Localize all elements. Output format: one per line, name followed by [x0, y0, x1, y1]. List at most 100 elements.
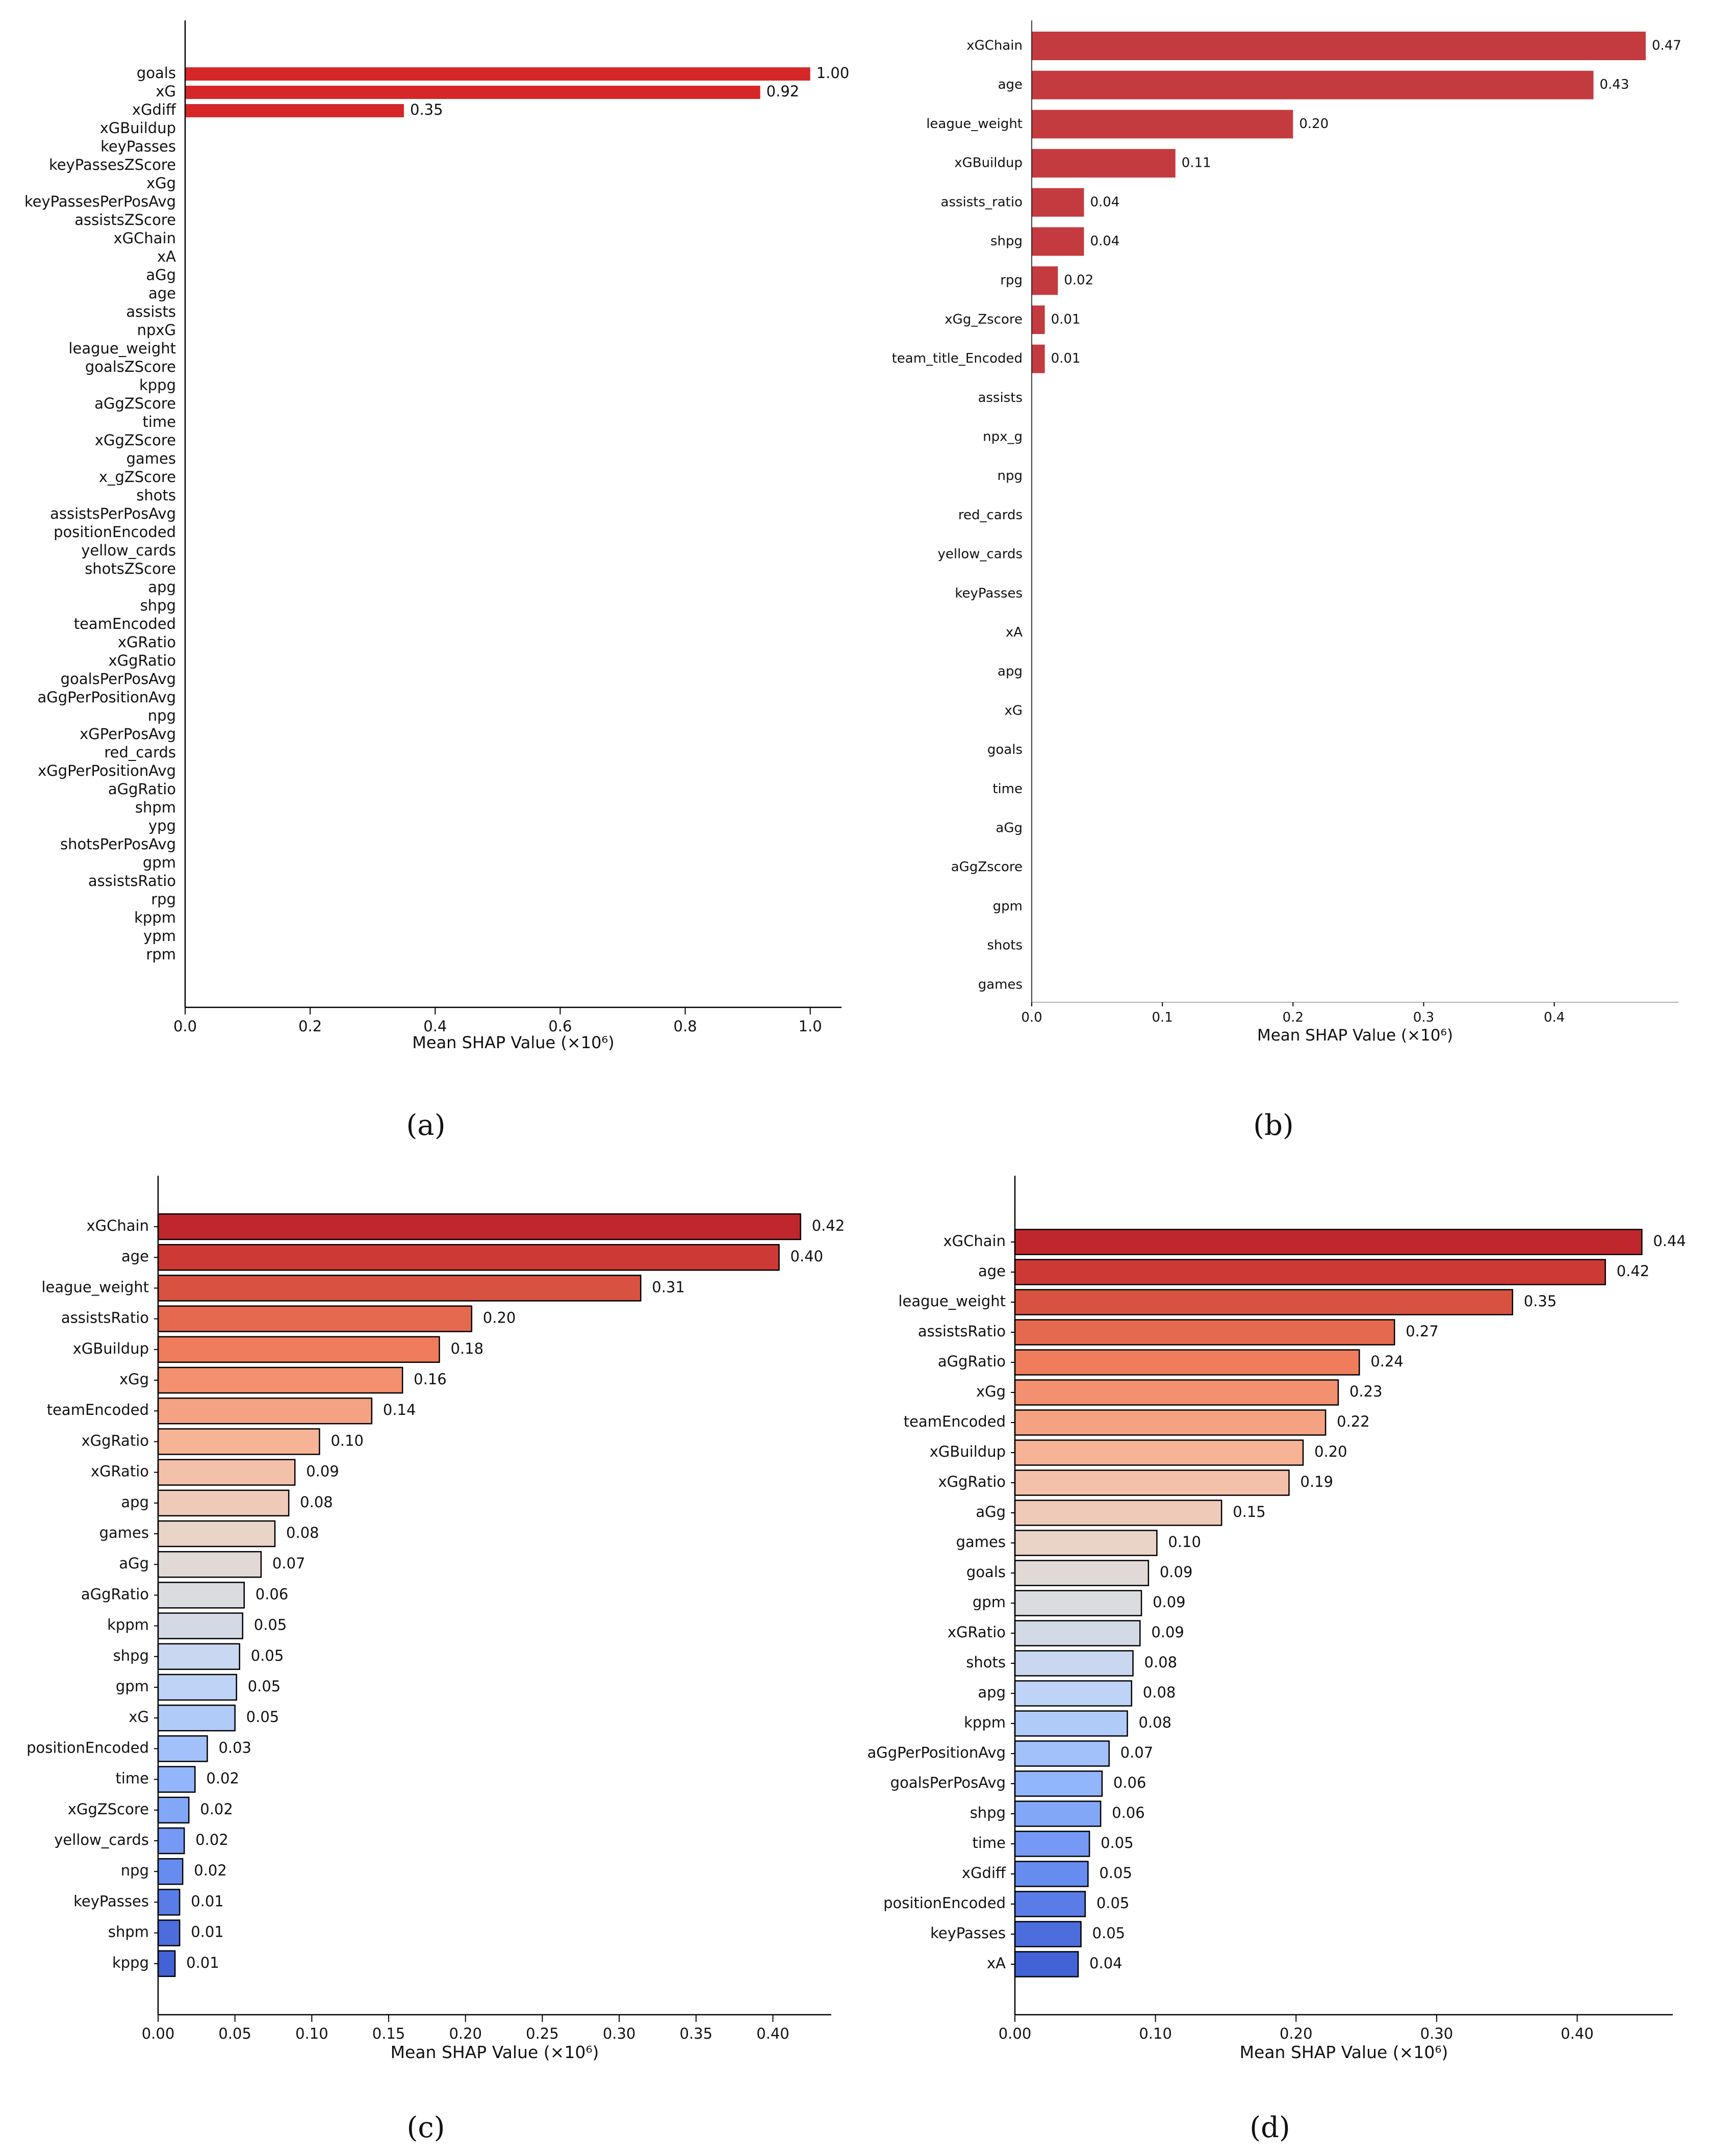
x-tick-label: 0.25	[526, 2025, 559, 2042]
category-label: ypg	[148, 817, 176, 834]
bar-shpg	[1014, 1800, 1102, 1827]
bar-npg	[157, 1858, 184, 1885]
bar-games	[1014, 1530, 1158, 1556]
x-axis-title: Mean SHAP Value (×10⁶)	[391, 2042, 599, 2062]
value-label: 1.00	[817, 64, 850, 82]
bar-xGChain	[157, 1213, 801, 1240]
bar-age	[1014, 1259, 1606, 1285]
x-tick-label: 0.30	[603, 2025, 636, 2042]
value-label: 0.11	[1182, 156, 1211, 171]
value-label: 0.08	[1144, 1654, 1178, 1671]
bar-xGgRatio	[1014, 1469, 1290, 1496]
value-label: 0.05	[248, 1678, 281, 1695]
value-label: 0.01	[191, 1892, 224, 1910]
bar-kppg	[157, 1950, 176, 1977]
x-tick-label: 0.40	[1561, 2025, 1594, 2042]
category-label: keyPasses	[955, 586, 1023, 601]
category-label: xGgRatio	[82, 1432, 149, 1449]
category-label: xGgPerPositionAvg	[38, 762, 176, 779]
category-label: xGBuildup	[930, 1443, 1006, 1460]
bar-xGBuildup	[157, 1336, 440, 1363]
value-label: 0.08	[1143, 1684, 1176, 1701]
category-label: assistsRatio	[918, 1323, 1006, 1340]
category-label: age	[148, 285, 176, 302]
category-label: games	[956, 1533, 1006, 1551]
bar-team_title_Encoded	[1032, 344, 1045, 373]
bar-aGg	[157, 1551, 262, 1578]
category-label: xGdiff	[132, 101, 176, 118]
category-label: apg	[978, 1684, 1006, 1701]
value-label: 0.06	[1112, 1804, 1145, 1821]
category-label: shpm	[108, 1923, 149, 1941]
category-label: assistsPerPosAvg	[50, 505, 176, 522]
category-label: xGgZScore	[68, 1800, 149, 1818]
category-label: shots	[966, 1654, 1006, 1671]
value-label: 0.10	[1168, 1533, 1201, 1551]
panel-label: (b)	[1253, 1109, 1294, 1142]
category-label: league_weight	[68, 340, 176, 357]
value-label: 0.40	[790, 1248, 824, 1265]
category-label: aGgZScore	[94, 395, 176, 412]
bar-age	[1032, 70, 1594, 99]
category-label: keyPasses	[930, 1924, 1006, 1942]
bar-xGgRatio	[157, 1428, 320, 1455]
value-label: 0.07	[1120, 1744, 1154, 1761]
category-label: goals	[966, 1563, 1006, 1581]
category-label: xGBuildup	[100, 119, 176, 137]
x-axis-title: Mean SHAP Value (×10⁶)	[1257, 1026, 1453, 1045]
value-label: 0.19	[1300, 1473, 1334, 1490]
category-label: xGPerPosAvg	[80, 725, 176, 743]
value-label: 0.05	[246, 1708, 279, 1726]
category-label: positionEncoded	[27, 1739, 149, 1756]
value-label: 0.05	[1099, 1864, 1132, 1882]
x-tick-label: 0.20	[1280, 2025, 1313, 2042]
bar-positionEncoded	[157, 1735, 208, 1762]
category-label: xGBuildup	[954, 156, 1023, 171]
category-label: shotsPerPosAvg	[60, 835, 176, 853]
category-label: xGRatio	[91, 1463, 149, 1480]
chart-panel-d: xGChain 0.44 age 0.42 league_weight 0.35 assis…	[868, 1176, 1686, 2144]
x-tick-label: 0.00	[142, 2025, 175, 2042]
x-axis-title: Mean SHAP Value (×10⁶)	[1240, 2042, 1448, 2062]
category-label: kppm	[964, 1714, 1006, 1731]
category-label: teamEncoded	[74, 615, 176, 632]
category-label: shpg	[970, 1804, 1006, 1821]
category-label: league_weight	[41, 1278, 149, 1296]
category-label: keyPasses	[100, 138, 176, 155]
category-label: assistsZScore	[74, 211, 176, 229]
category-label: age	[121, 1248, 149, 1265]
value-label: 0.05	[1101, 1834, 1134, 1851]
category-label: xGChain	[87, 1217, 149, 1234]
bar-assists_ratio	[1032, 188, 1084, 217]
category-label: games	[99, 1524, 149, 1541]
category-label: shpg	[113, 1647, 149, 1664]
bar-kppm	[157, 1612, 244, 1639]
x-tick-label: 0.20	[449, 2025, 482, 2042]
bar-xA	[1014, 1951, 1079, 1977]
x-axis-title: Mean SHAP Value (×10⁶)	[412, 1033, 614, 1052]
category-label: xGgZScore	[95, 432, 176, 449]
bar-goals	[1014, 1560, 1150, 1586]
category-label: assists	[978, 390, 1023, 405]
category-label: games	[978, 977, 1023, 992]
category-label: shpm	[135, 799, 176, 816]
value-label: 0.20	[1314, 1443, 1347, 1460]
category-label: kppg	[112, 1954, 149, 1971]
category-label: yellow_cards	[54, 1831, 149, 1848]
value-label: 0.14	[383, 1401, 416, 1418]
x-tick-label: 1.0	[799, 1018, 822, 1035]
bar-assistsRatio	[1014, 1319, 1395, 1346]
value-label: 0.09	[306, 1463, 339, 1480]
category-label: aGgZscore	[951, 859, 1023, 875]
value-label: 0.01	[191, 1923, 224, 1941]
category-label: xA	[1006, 625, 1023, 640]
bar-gpm	[1014, 1590, 1142, 1616]
category-label: aGg	[996, 821, 1023, 836]
bar-league_weight	[1032, 110, 1293, 139]
category-label: apg	[148, 578, 176, 596]
category-label: shpg	[990, 234, 1023, 249]
category-label: goalsPerPosAvg	[61, 670, 176, 688]
value-label: 0.20	[483, 1309, 516, 1327]
bar-shpm	[157, 1919, 181, 1946]
category-label: apg	[121, 1493, 149, 1511]
